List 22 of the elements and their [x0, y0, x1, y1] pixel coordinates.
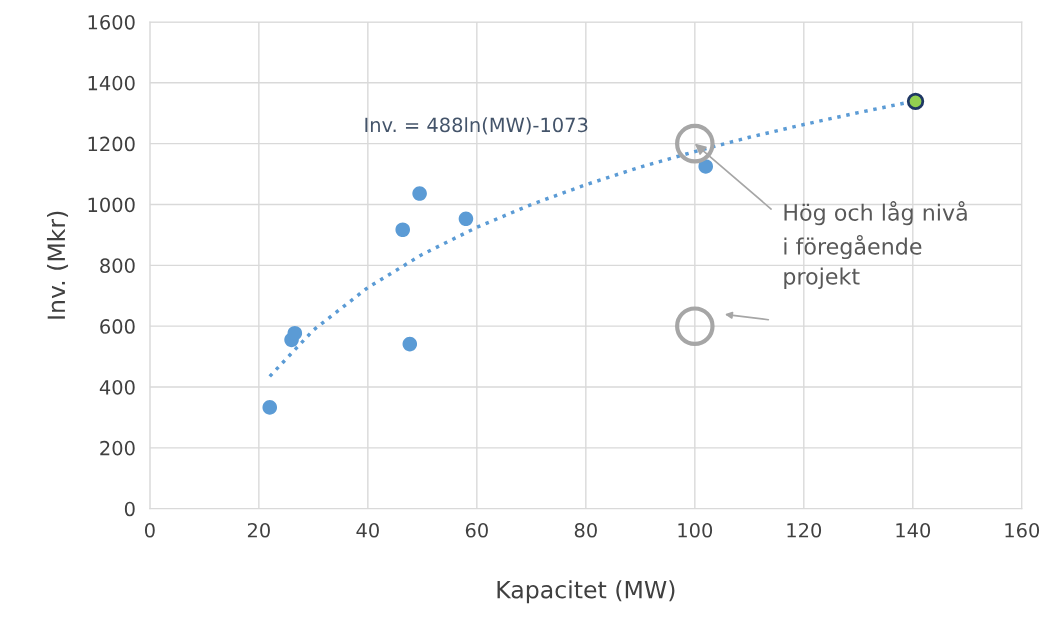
y-tick-label: 200 — [100, 440, 135, 456]
annotation: Inv. = 488ln(MW)-1073 — [365, 117, 588, 135]
y-tick-label: 1600 — [88, 14, 135, 30]
annotation: Hög och låg nivå i föregående projekt — [784, 201, 967, 290]
x-tick-label: 40 — [356, 522, 379, 538]
y-tick-label: 0 — [124, 501, 135, 517]
x-tick-label: 140 — [896, 522, 931, 538]
y-axis-title: Inv. (Mkr) — [46, 211, 69, 319]
x-axis-title: Kapacitet (MW) — [497, 580, 675, 604]
x-tick-label: 160 — [1005, 522, 1040, 538]
x-tick-label: 100 — [678, 522, 713, 538]
x-tick-label: 120 — [787, 522, 822, 538]
x-tick-label: 60 — [465, 522, 488, 538]
y-tick-label: 400 — [99, 379, 135, 395]
y-tick-label: 800 — [100, 258, 135, 273]
x-tick-label: 80 — [574, 522, 597, 538]
y-tick-label: 600 — [100, 319, 135, 334]
x-tick-label: 0 — [144, 522, 155, 538]
y-tick-label: 1400 — [88, 75, 135, 91]
x-tick-label: 20 — [247, 522, 270, 538]
y-tick-label: 1000 — [88, 197, 135, 213]
y-tick-label: 1200 — [88, 136, 135, 152]
